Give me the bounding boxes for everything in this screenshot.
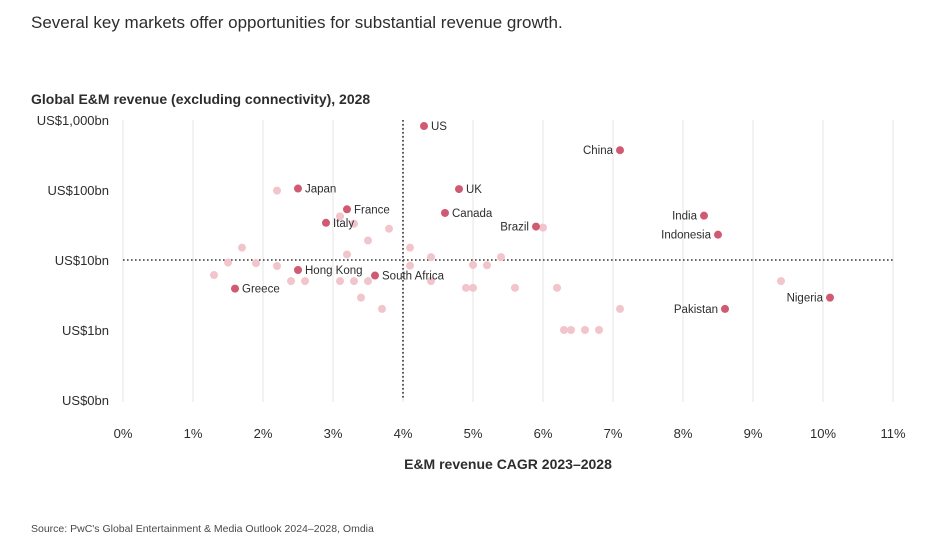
point-label: UK: [466, 184, 482, 196]
market-point-highlight: [231, 284, 239, 293]
y-tick-label: US$0bn: [62, 393, 109, 408]
point-label: Greece: [242, 284, 280, 296]
market-point-highlight: [826, 293, 834, 302]
market-point: [336, 277, 344, 286]
market-point: [483, 261, 491, 270]
x-axis-ticks: 0% 1% 2% 3% 4% 5% 6% 7% 8% 9% 10% 11%: [114, 426, 906, 441]
market-point: [273, 186, 281, 195]
y-tick-label: US$1bn: [62, 323, 109, 338]
point-label: South Africa: [382, 271, 445, 283]
market-point: [560, 326, 568, 334]
market-point: [595, 326, 603, 334]
x-tick-label: 5%: [464, 426, 483, 441]
market-point: [406, 243, 414, 252]
point-label: Japan: [305, 184, 336, 196]
other-markets: [210, 186, 785, 334]
x-tick-label: 4%: [394, 426, 413, 441]
market-point: [616, 304, 624, 313]
market-point-highlight: [371, 271, 379, 280]
point-label: China: [583, 145, 614, 157]
market-point: [238, 243, 246, 252]
market-point: [210, 271, 218, 280]
market-point-highlight: [616, 146, 624, 155]
x-tick-label: 2%: [254, 426, 273, 441]
x-tick-label: 9%: [744, 426, 763, 441]
grid-lines: [122, 120, 894, 402]
market-point: [343, 250, 351, 259]
market-point: [336, 212, 344, 221]
point-label: India: [672, 211, 698, 223]
market-point: [252, 259, 260, 268]
market-point: [469, 260, 477, 269]
x-tick-label: 11%: [880, 426, 905, 441]
market-point: [364, 236, 372, 245]
market-point-highlight: [420, 122, 428, 131]
market-point: [427, 253, 435, 262]
point-label: Brazil: [500, 222, 529, 234]
market-point: [385, 224, 393, 233]
x-tick-label: 3%: [324, 426, 343, 441]
point-label: Indonesia: [661, 230, 711, 242]
x-axis-label: E&M revenue CAGR 2023–2028: [404, 456, 612, 472]
y-tick-label: US$100bn: [48, 183, 109, 198]
market-point-highlight: [700, 211, 708, 220]
market-point: [497, 253, 505, 262]
market-point-highlight: [532, 222, 540, 231]
market-point: [406, 261, 414, 270]
market-point: [287, 277, 295, 286]
market-point: [511, 283, 519, 292]
headline: Several key markets offer opportunities …: [31, 13, 563, 32]
x-tick-label: 10%: [810, 426, 836, 441]
x-tick-label: 7%: [604, 426, 623, 441]
market-point-highlight: [294, 265, 302, 274]
market-point: [539, 223, 547, 232]
point-label: Pakistan: [674, 304, 718, 316]
point-label: US: [431, 121, 447, 133]
point-label: Hong Kong: [305, 265, 363, 277]
market-point-highlight: [455, 185, 463, 194]
market-point-highlight: [322, 218, 330, 227]
point-label: Canada: [452, 208, 493, 220]
market-point: [273, 262, 281, 271]
market-point: [567, 326, 575, 334]
market-point: [469, 283, 477, 292]
market-point: [357, 293, 365, 302]
market-point: [553, 283, 561, 292]
market-point: [350, 277, 358, 286]
y-tick-label: US$1,000bn: [37, 113, 109, 128]
market-point: [777, 277, 785, 286]
reference-lines: [123, 120, 893, 400]
chart-title: Global E&M revenue (excluding connectivi…: [31, 91, 371, 107]
market-point-highlight: [441, 208, 449, 217]
x-tick-label: 0%: [114, 426, 133, 441]
market-point: [581, 326, 589, 334]
market-point: [350, 219, 358, 228]
market-point-highlight: [343, 205, 351, 214]
market-point-highlight: [714, 230, 722, 239]
x-tick-label: 1%: [184, 426, 203, 441]
market-point: [378, 304, 386, 313]
market-point-highlight: [721, 304, 729, 313]
market-point: [427, 277, 435, 286]
y-tick-label: US$10bn: [55, 253, 109, 268]
market-point: [301, 277, 309, 286]
x-tick-label: 6%: [534, 426, 553, 441]
labeled-markets: US China Japan UK France Canada India Italy Braz…: [231, 121, 834, 316]
point-label: Italy: [333, 218, 354, 230]
market-point-highlight: [294, 184, 302, 193]
y-axis-ticks: US$1,000bn US$100bn US$10bn US$1bn US$0bn: [37, 113, 109, 408]
market-point: [364, 277, 372, 286]
x-tick-label: 8%: [674, 426, 693, 441]
market-point: [462, 283, 470, 292]
point-label: France: [354, 204, 390, 216]
market-point: [224, 258, 232, 267]
source-note: Source: PwC's Global Entertainment & Med…: [31, 523, 374, 535]
point-label: Nigeria: [787, 293, 824, 305]
